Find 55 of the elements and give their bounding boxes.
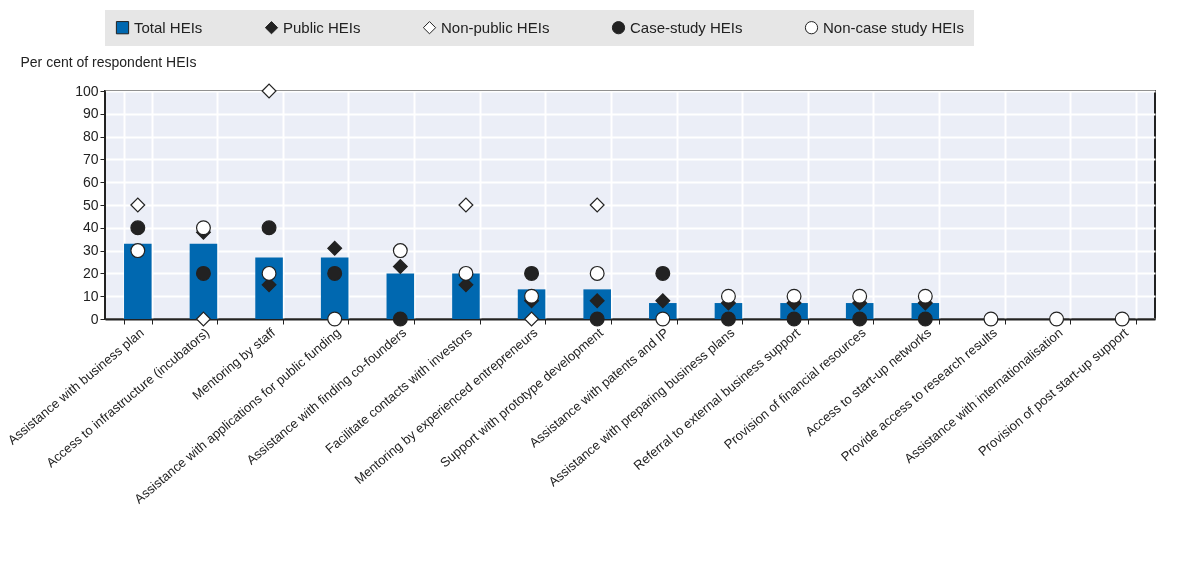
point xyxy=(195,220,211,236)
point xyxy=(524,311,540,327)
point xyxy=(130,197,146,213)
y-tick-label: 80 xyxy=(82,128,99,145)
point xyxy=(852,288,868,304)
point xyxy=(655,311,671,327)
point xyxy=(458,265,474,281)
point xyxy=(655,293,671,309)
point xyxy=(195,265,211,281)
point xyxy=(327,240,343,256)
point xyxy=(589,311,605,327)
point xyxy=(852,311,868,327)
legend-label: Public HEIs xyxy=(283,18,361,36)
y-tick-label: 50 xyxy=(82,196,99,213)
point xyxy=(261,265,277,281)
point xyxy=(720,311,736,327)
legend-label: Non-public HEIs xyxy=(441,18,550,36)
bar xyxy=(124,243,152,319)
point xyxy=(589,197,605,213)
point xyxy=(786,311,802,327)
y-tick-label: 10 xyxy=(82,287,99,304)
point xyxy=(655,265,671,281)
point xyxy=(720,288,736,304)
y-tick-label: 90 xyxy=(82,105,99,122)
y-axis-title: Per cent of respondent HEIs xyxy=(20,53,197,70)
point xyxy=(917,311,933,327)
point xyxy=(195,311,211,327)
legend-label: Non-case study HEIs xyxy=(823,18,964,36)
point xyxy=(589,265,605,281)
point xyxy=(392,259,408,275)
y-tick-label: 60 xyxy=(82,173,99,190)
point xyxy=(392,243,408,259)
y-tick-label: 70 xyxy=(82,150,99,167)
point xyxy=(261,220,277,236)
point xyxy=(130,220,146,236)
y-tick-label: 0 xyxy=(90,310,99,327)
point xyxy=(327,311,343,327)
point xyxy=(458,197,474,213)
point xyxy=(327,265,343,281)
point xyxy=(917,288,933,304)
point xyxy=(524,265,540,281)
point xyxy=(786,288,802,304)
point xyxy=(1049,311,1065,327)
point xyxy=(392,311,408,327)
y-tick-label: 30 xyxy=(82,242,99,259)
point xyxy=(1114,311,1130,327)
legend-label: Total HEIs xyxy=(134,18,203,36)
y-tick-label: 100 xyxy=(75,82,99,99)
point xyxy=(983,311,999,327)
y-tick-label: 20 xyxy=(82,264,99,281)
point xyxy=(130,243,146,259)
legend-label: Case-study HEIs xyxy=(630,18,743,36)
point xyxy=(261,83,277,99)
y-tick-label: 40 xyxy=(82,219,99,236)
bar xyxy=(386,273,415,319)
